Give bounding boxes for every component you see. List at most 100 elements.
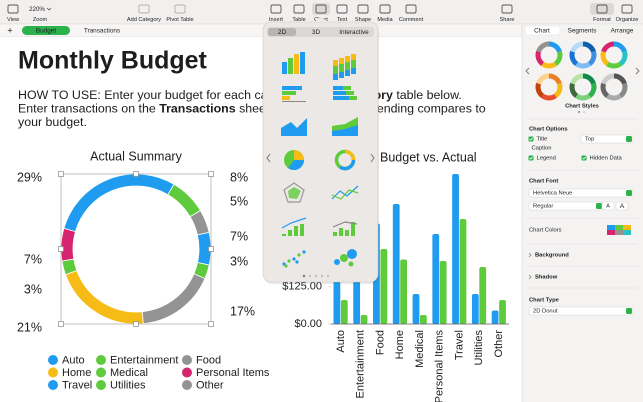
selection-handle[interactable] — [58, 246, 64, 252]
segment-label[interactable]: 2D — [278, 29, 287, 36]
sidebar-tab-selected[interactable] — [524, 25, 561, 36]
toolbar-icon[interactable] — [357, 4, 369, 14]
active-tab[interactable] — [22, 26, 70, 35]
color-swatch[interactable] — [615, 230, 623, 235]
toolbar-icon[interactable] — [596, 4, 608, 14]
chart-type-icon[interactable] — [284, 150, 304, 170]
checkbox[interactable] — [528, 136, 534, 142]
toolbar-label[interactable]: Add Category — [127, 17, 161, 23]
page-arrow[interactable] — [370, 153, 375, 163]
popup-value[interactable]: 2D Donut — [533, 309, 558, 315]
option-label[interactable]: Legend — [537, 156, 556, 162]
toolbar-icon[interactable] — [405, 4, 417, 14]
disclosure[interactable] — [528, 252, 532, 258]
chart-style[interactable] — [535, 73, 563, 101]
selection-handle[interactable] — [208, 321, 214, 327]
chart-type-icon[interactable] — [333, 86, 357, 100]
toolbar-label[interactable]: Zoom — [33, 17, 48, 23]
toolbar-label[interactable]: Share — [500, 17, 515, 23]
segment-label[interactable]: 3D — [312, 29, 321, 36]
toolbar-icon[interactable] — [174, 4, 186, 14]
chart-type-icon[interactable] — [334, 249, 357, 267]
selection-handle[interactable] — [58, 321, 64, 327]
toolbar-label[interactable]: Text — [337, 17, 348, 23]
chart-type-icon[interactable] — [282, 250, 306, 268]
selection-handle[interactable] — [58, 171, 64, 177]
page-arrow[interactable] — [266, 153, 271, 163]
section-heading[interactable]: Background — [535, 253, 569, 259]
chart-style[interactable] — [569, 41, 597, 69]
font-size-button[interactable] — [615, 201, 629, 211]
popup-value[interactable]: Helvetica Neue — [533, 191, 572, 197]
format-button-highlight[interactable] — [590, 3, 614, 15]
toolbar-label[interactable]: Media — [377, 17, 393, 23]
selection-handle[interactable] — [133, 171, 139, 177]
chart-type-icon[interactable] — [283, 182, 305, 203]
toolbar-icon[interactable] — [621, 4, 633, 14]
tab-label[interactable]: Budget — [36, 28, 56, 35]
color-swatch[interactable] — [623, 225, 631, 230]
chart-type-icon[interactable] — [282, 86, 306, 102]
chart-type-icon[interactable] — [333, 54, 356, 80]
color-swatch[interactable] — [607, 225, 615, 230]
selection-handle[interactable] — [208, 246, 214, 252]
popup-button[interactable] — [528, 306, 634, 316]
toolbar-label[interactable]: Comment — [399, 17, 424, 23]
toolbar-label[interactable]: Organize — [616, 17, 639, 23]
font-size-label[interactable]: A — [606, 203, 610, 209]
tab-label[interactable]: Transactions — [84, 28, 120, 35]
popup-button[interactable] — [528, 188, 634, 198]
disclosure[interactable] — [528, 274, 532, 280]
color-swatch[interactable] — [615, 225, 623, 230]
chart-type-icon[interactable] — [331, 185, 359, 200]
checkbox[interactable] — [528, 155, 534, 161]
option-label[interactable]: Caption — [532, 146, 552, 152]
chart-type-icon[interactable] — [332, 117, 358, 136]
chart-type-icon[interactable] — [281, 118, 307, 136]
segment-label[interactable]: Interactive — [339, 29, 369, 36]
sidebar-tab[interactable]: Arrange — [611, 28, 634, 35]
toolbar-icon[interactable] — [315, 4, 327, 14]
color-swatch[interactable] — [607, 230, 615, 235]
option-label[interactable]: Title — [537, 137, 548, 143]
styles-arrow[interactable] — [635, 67, 640, 75]
toolbar-icon[interactable] — [270, 4, 282, 14]
chart-type-icon[interactable] — [281, 217, 307, 236]
toolbar-icon[interactable] — [293, 4, 305, 14]
toolbar-icon[interactable] — [7, 4, 19, 14]
add-sheet[interactable]: + — [7, 25, 12, 35]
styles-arrow[interactable] — [525, 67, 530, 75]
popup-value[interactable]: Regular — [533, 204, 553, 210]
chart-type-icon[interactable] — [332, 221, 358, 236]
selection-handle[interactable] — [208, 171, 214, 177]
zoom-value[interactable]: 220% — [29, 6, 45, 13]
section-heading[interactable]: Shadow — [535, 275, 558, 281]
sidebar-tab[interactable]: Chart — [534, 28, 550, 35]
segment-selected[interactable] — [268, 28, 296, 36]
toolbar-icon[interactable] — [379, 4, 391, 14]
font-size-button[interactable] — [601, 201, 615, 211]
toolbar-label[interactable]: Shape — [355, 17, 371, 23]
color-swatch[interactable] — [623, 230, 631, 235]
popup-button[interactable] — [580, 134, 634, 144]
toolbar-label[interactable]: Insert — [269, 17, 283, 23]
chart-style[interactable] — [600, 41, 628, 69]
chart-style[interactable] — [569, 73, 597, 101]
option-label[interactable]: Hidden Data — [590, 156, 623, 162]
toolbar-icon[interactable] — [138, 4, 150, 14]
toolbar-icon[interactable] — [336, 4, 348, 14]
checkbox[interactable] — [581, 155, 587, 161]
popup-value[interactable]: Top — [585, 137, 594, 143]
toolbar-label[interactable]: View — [7, 17, 20, 23]
chart-type-icon[interactable] — [334, 149, 356, 171]
toolbar-label[interactable]: Pivot Table — [166, 17, 193, 23]
selection-handle[interactable] — [133, 321, 139, 327]
toolbar-label[interactable]: Format — [593, 17, 611, 23]
chart-style[interactable] — [600, 73, 628, 101]
chart-style[interactable] — [535, 41, 563, 69]
chart-type-icon[interactable] — [282, 52, 305, 74]
toolbar-label[interactable]: Table — [292, 17, 305, 23]
sidebar-tab[interactable]: Segments — [568, 28, 597, 35]
font-size-label[interactable]: A — [620, 203, 625, 210]
toolbar-icon[interactable] — [501, 4, 513, 14]
